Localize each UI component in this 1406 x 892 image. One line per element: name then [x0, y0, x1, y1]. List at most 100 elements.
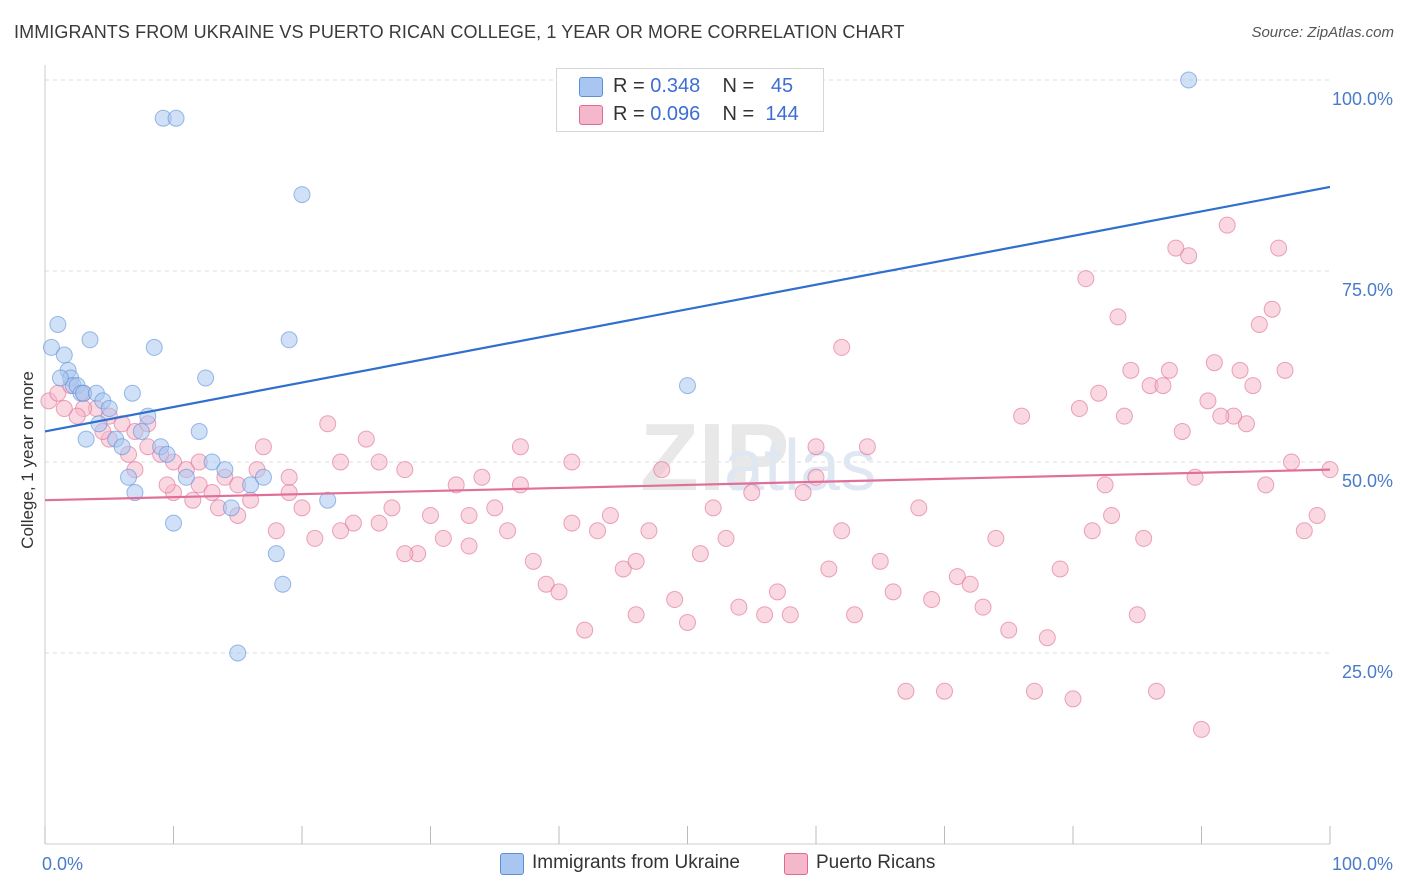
- point-puerto-rican: [460, 506, 478, 524]
- point-puerto-rican: [781, 606, 799, 624]
- point-puerto-rican: [1276, 361, 1294, 379]
- point-puerto-rican: [1263, 300, 1281, 318]
- n-value-puerto-rican: 144: [765, 103, 799, 125]
- point-ukraine: [158, 445, 176, 463]
- point-puerto-rican: [1308, 506, 1326, 524]
- point-puerto-rican: [640, 522, 658, 540]
- point-ukraine: [267, 545, 285, 563]
- n-label: N =: [722, 103, 755, 125]
- point-puerto-rican: [884, 583, 902, 601]
- point-puerto-rican: [68, 407, 86, 425]
- point-puerto-rican: [1103, 506, 1121, 524]
- point-puerto-rican: [563, 514, 581, 532]
- point-ukraine: [55, 346, 73, 364]
- point-puerto-rican: [910, 499, 928, 517]
- point-puerto-rican: [589, 522, 607, 540]
- point-ukraine: [165, 514, 182, 532]
- point-puerto-rican: [434, 529, 452, 547]
- trend-line-ukraine: [44, 185, 1331, 433]
- point-puerto-rican: [1270, 239, 1288, 257]
- point-ukraine: [120, 468, 138, 486]
- point-puerto-rican: [396, 461, 414, 479]
- point-puerto-rican: [1193, 720, 1210, 738]
- y-tick-label: 100.0%: [1332, 89, 1393, 109]
- point-ukraine: [229, 644, 247, 662]
- point-puerto-rican: [1122, 361, 1140, 379]
- point-puerto-rican: [1000, 621, 1018, 639]
- point-ukraine: [51, 369, 69, 387]
- point-ukraine: [254, 468, 272, 486]
- y-tick-label: 25.0%: [1342, 662, 1393, 682]
- point-puerto-rican: [679, 613, 696, 631]
- point-puerto-rican: [184, 491, 202, 509]
- n-value-ukraine: 45: [770, 75, 794, 97]
- point-puerto-rican: [332, 522, 350, 540]
- point-puerto-rican: [1070, 400, 1088, 418]
- stats-text-puerto-rican: R = 0.096 N = 144: [613, 99, 799, 129]
- r-label: R =: [613, 103, 645, 125]
- point-puerto-rican: [1257, 476, 1275, 494]
- point-puerto-rican: [537, 575, 555, 593]
- point-ukraine: [100, 400, 118, 418]
- point-puerto-rican: [794, 484, 812, 502]
- point-ukraine: [216, 461, 234, 479]
- point-puerto-rican: [306, 529, 324, 547]
- watermark-zip: ZIP: [640, 404, 789, 511]
- point-puerto-rican: [1128, 606, 1146, 624]
- point-puerto-rican: [1064, 690, 1082, 708]
- point-puerto-rican: [550, 583, 568, 601]
- point-puerto-rican: [691, 545, 709, 563]
- point-puerto-rican: [563, 453, 581, 471]
- point-puerto-rican: [319, 415, 337, 433]
- point-puerto-rican: [332, 453, 350, 471]
- point-puerto-rican: [1148, 682, 1166, 700]
- point-puerto-rican: [370, 514, 388, 532]
- legend-swatch-ukraine: [500, 853, 524, 875]
- point-puerto-rican: [1115, 407, 1133, 425]
- legend-swatch-puerto-rican: [579, 105, 603, 125]
- point-puerto-rican: [1160, 361, 1178, 379]
- point-ukraine: [81, 331, 99, 349]
- point-puerto-rican: [1212, 407, 1230, 425]
- point-puerto-rican: [1083, 522, 1101, 540]
- point-puerto-rican: [576, 621, 594, 639]
- point-puerto-rican: [486, 499, 504, 517]
- point-puerto-rican: [1051, 560, 1069, 578]
- point-puerto-rican: [1173, 422, 1191, 440]
- point-puerto-rican: [717, 529, 735, 547]
- point-ukraine: [190, 422, 208, 440]
- r-value-puerto-rican: 0.096: [650, 103, 701, 125]
- point-puerto-rican: [807, 438, 825, 456]
- stats-legend: R = 0.348 N = 45 R = 0.096 N = 144: [556, 68, 824, 132]
- point-puerto-rican: [460, 537, 478, 555]
- point-puerto-rican: [974, 598, 992, 616]
- point-puerto-rican: [1025, 682, 1043, 700]
- point-puerto-rican: [383, 499, 401, 517]
- point-puerto-rican: [833, 522, 851, 540]
- point-puerto-rican: [1295, 522, 1313, 540]
- point-puerto-rican: [1135, 529, 1153, 547]
- point-puerto-rican: [1077, 270, 1095, 288]
- r-value-ukraine: 0.348: [650, 75, 701, 97]
- point-ukraine: [90, 415, 108, 433]
- y-axis-label: College, 1 year or more: [18, 371, 37, 549]
- point-puerto-rican: [447, 476, 465, 494]
- point-puerto-rican: [833, 338, 851, 356]
- point-puerto-rican: [1237, 415, 1255, 433]
- point-puerto-rican: [987, 529, 1005, 547]
- point-puerto-rican: [1096, 476, 1114, 494]
- point-puerto-rican: [1282, 453, 1300, 471]
- chart-title: IMMIGRANTS FROM UKRAINE VS PUERTO RICAN …: [14, 22, 905, 42]
- axes: [44, 65, 1331, 845]
- point-puerto-rican: [203, 484, 221, 502]
- point-puerto-rican: [1244, 377, 1262, 395]
- point-ukraine: [113, 438, 131, 456]
- point-puerto-rican: [1180, 247, 1198, 265]
- legend-swatch-ukraine: [579, 77, 603, 97]
- y-tick-label: 50.0%: [1342, 471, 1393, 491]
- point-ukraine: [280, 331, 298, 349]
- point-puerto-rican: [627, 606, 645, 624]
- point-puerto-rican: [280, 468, 298, 486]
- point-ukraine: [197, 369, 215, 387]
